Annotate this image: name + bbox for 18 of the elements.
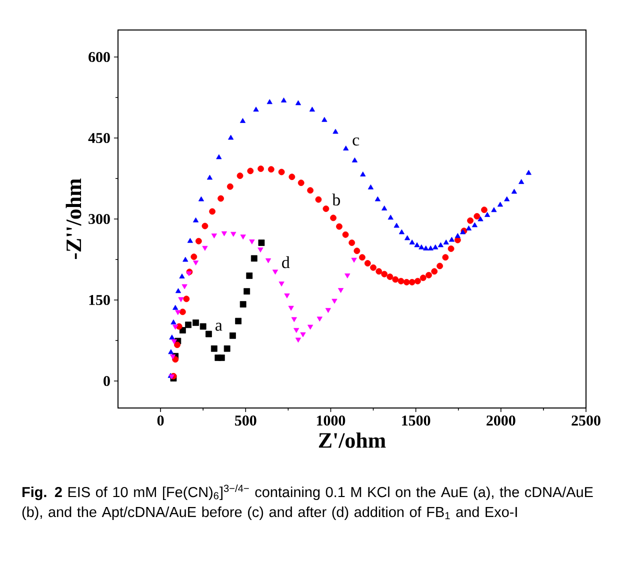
x-tick-label: 2000 bbox=[486, 416, 516, 426]
y-tick-label: 0 bbox=[104, 376, 110, 386]
x-axis-title: Z'/ohm bbox=[318, 432, 386, 448]
y-tick-label: 450 bbox=[88, 132, 110, 144]
x-tick-label: 500 bbox=[235, 416, 256, 426]
series-label: b bbox=[332, 194, 340, 206]
x-tick-label: 0 bbox=[157, 416, 164, 426]
y-tick-label: 600 bbox=[88, 52, 110, 62]
x-tick-label: 1500 bbox=[402, 416, 430, 426]
series-label: d bbox=[282, 256, 290, 268]
series-label: a bbox=[216, 322, 222, 331]
y-tick-label: 300 bbox=[88, 214, 110, 224]
x-tick-label: 1000 bbox=[316, 416, 346, 426]
y-axis-title: -Z''/ohm bbox=[66, 178, 82, 259]
series-label: c bbox=[352, 137, 360, 146]
y-tick-label: 150 bbox=[89, 294, 110, 306]
text: Fig. 2 EIS of 10 mM [Fe(CN)$_{6}$]$^{3−/4−}$ containing 0.1 M KCl on the AuE (a), the cDNA/AuE (b), and the Apt/cDNA/AuE before (c) and after (d) addition of FB$_{1}$ and Exo-I bbox=[22, 484, 593, 520]
x-tick-label: 2500 bbox=[572, 416, 600, 426]
